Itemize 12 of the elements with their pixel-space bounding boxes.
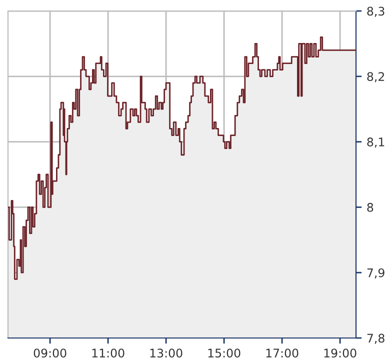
x-tick-label: 13:00 xyxy=(150,348,182,358)
y-tick-label: 7,9 xyxy=(367,268,384,278)
x-tick-label: 09:00 xyxy=(34,348,66,358)
x-tick-label: 15:00 xyxy=(208,348,240,358)
x-tick-label: 19:00 xyxy=(324,348,356,358)
y-tick-label: 8 xyxy=(367,202,374,212)
x-tick-label: 11:00 xyxy=(92,348,124,358)
y-tick-label: 8,1 xyxy=(367,138,384,148)
y-tick-label: 8,3 xyxy=(367,6,384,17)
y-tick-label: 8,2 xyxy=(367,72,384,82)
y-tick-label: 7,8 xyxy=(367,334,384,344)
x-tick-label: 17:00 xyxy=(266,348,298,358)
